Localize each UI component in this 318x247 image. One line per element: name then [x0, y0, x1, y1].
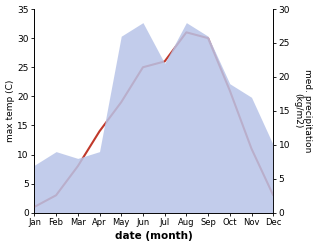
Y-axis label: max temp (C): max temp (C) — [5, 80, 15, 142]
X-axis label: date (month): date (month) — [115, 231, 193, 242]
Y-axis label: med. precipitation
(kg/m2): med. precipitation (kg/m2) — [293, 69, 313, 153]
